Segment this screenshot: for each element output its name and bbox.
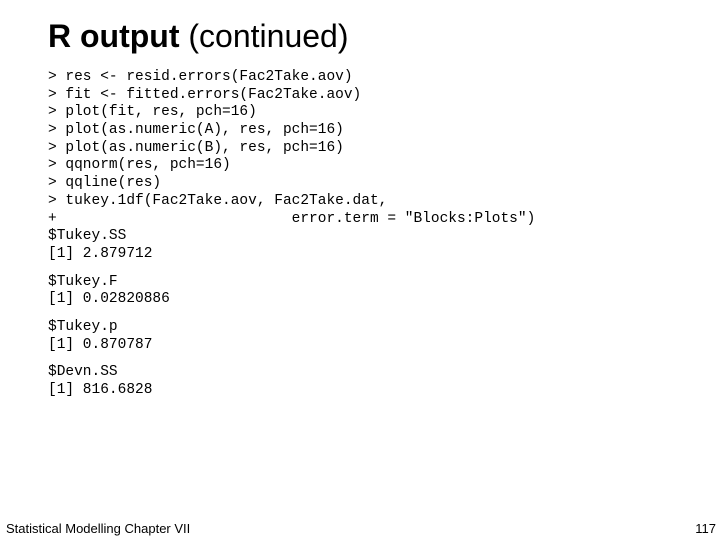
slide-title-bold: R output (48, 18, 180, 54)
footer-left: Statistical Modelling Chapter VII (6, 521, 190, 536)
code-block-4: $Devn.SS [1] 816.6828 (48, 364, 672, 399)
slide-title-rest: (continued) (180, 18, 349, 54)
code-block-2: $Tukey.F [1] 0.02820886 (48, 274, 672, 309)
code-block-3: $Tukey.p [1] 0.870787 (48, 319, 672, 354)
slide-title: R output (continued) (48, 18, 672, 55)
slide-content: R output (continued) > res <- resid.erro… (0, 0, 672, 400)
footer-right-pagenum: 117 (695, 521, 716, 536)
code-block-1: > res <- resid.errors(Fac2Take.aov) > fi… (48, 69, 672, 264)
